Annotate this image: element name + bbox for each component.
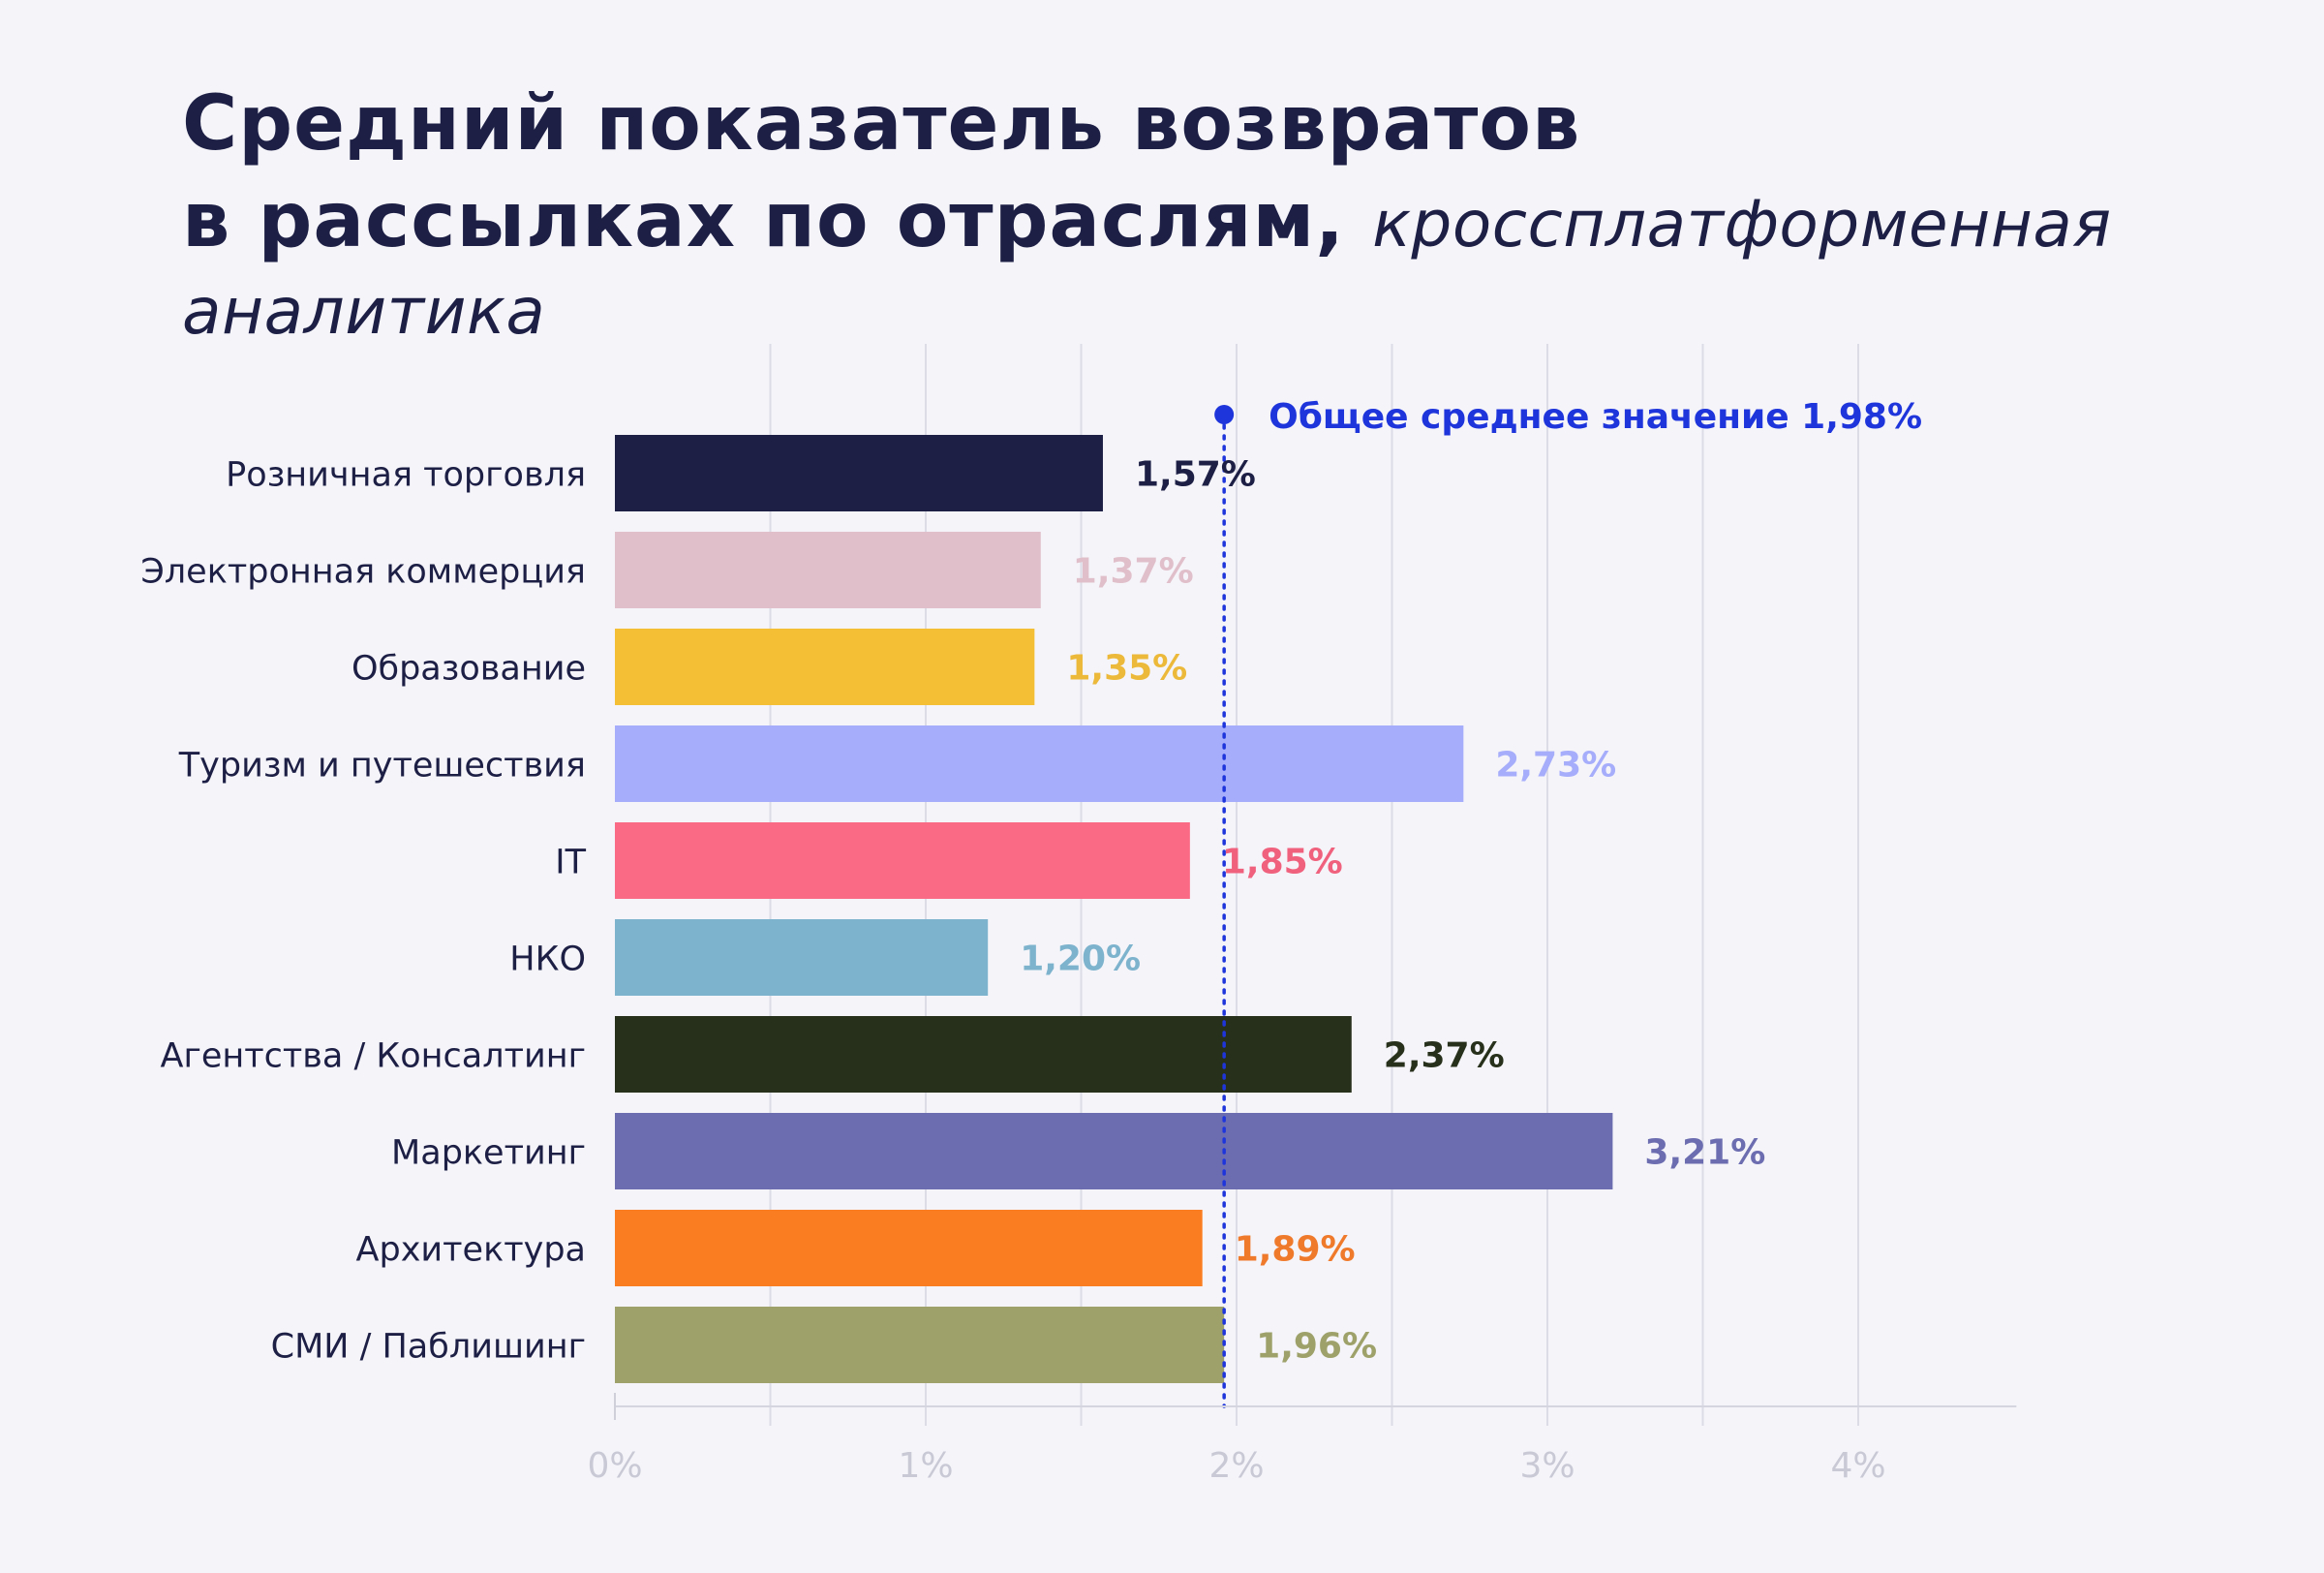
x-tick-label: 2% bbox=[1208, 1446, 1264, 1486]
bar bbox=[615, 725, 1464, 802]
bars bbox=[615, 435, 1613, 1383]
average-label: Общее среднее значение 1,98% bbox=[1269, 397, 1922, 437]
value-label: 1,37% bbox=[1073, 552, 1194, 592]
x-tick-label: 3% bbox=[1519, 1446, 1575, 1486]
value-label: 1,85% bbox=[1222, 843, 1343, 882]
bar bbox=[615, 629, 1035, 705]
category-label: НКО bbox=[509, 941, 586, 979]
x-tick-label: 4% bbox=[1830, 1446, 1885, 1486]
bar bbox=[615, 1307, 1225, 1383]
bar bbox=[615, 919, 989, 996]
chart-title: Средний показатель возвратов в рассылках… bbox=[182, 76, 2216, 351]
category-label: Агентства / Консалтинг bbox=[161, 1037, 587, 1076]
bar bbox=[615, 435, 1103, 511]
title-line-1: Средний показатель возвратов bbox=[182, 80, 1581, 168]
bar bbox=[615, 1210, 1203, 1286]
title-line-3-italic: аналитика bbox=[182, 274, 546, 349]
value-labels: 1,57% 1,37% 1,35% 2,73% 1,85% 1,20% 2,37% 3,21%… bbox=[1020, 455, 1765, 1367]
average-line-group: Общее среднее значение 1,98% bbox=[1214, 397, 1922, 1408]
bar bbox=[615, 1113, 1613, 1189]
average-marker bbox=[1214, 405, 1235, 424]
bar bbox=[615, 1016, 1352, 1093]
value-label: 1,89% bbox=[1235, 1230, 1356, 1270]
value-label: 1,20% bbox=[1020, 940, 1141, 979]
title-line-2: в рассылках по отраслям, кроссплатформен… bbox=[182, 172, 2216, 273]
value-label: 2,37% bbox=[1384, 1036, 1505, 1076]
category-label: Архитектура bbox=[356, 1231, 586, 1270]
value-label: 1,35% bbox=[1066, 649, 1187, 689]
category-label: Электронная коммерция bbox=[140, 553, 586, 592]
value-label: 3,21% bbox=[1644, 1133, 1765, 1173]
category-label: Розничная торговля bbox=[226, 456, 586, 495]
x-axis: 0% 1% 2% 3% 4% bbox=[587, 1393, 2017, 1486]
value-label: 2,73% bbox=[1495, 746, 1616, 786]
category-label: IT bbox=[555, 844, 586, 882]
bar bbox=[615, 532, 1041, 608]
category-label: Туризм и путешествия bbox=[178, 747, 586, 786]
x-tick-label: 1% bbox=[898, 1446, 953, 1486]
value-label: 1,96% bbox=[1256, 1327, 1377, 1367]
x-tick-label: 0% bbox=[587, 1446, 642, 1486]
category-label: Маркетинг bbox=[391, 1134, 586, 1173]
bar bbox=[615, 822, 1190, 899]
title-line-2-italic: кроссплатформенная bbox=[1372, 187, 2112, 262]
value-label: 1,57% bbox=[1135, 455, 1256, 495]
category-label: Образование bbox=[352, 650, 586, 689]
category-label: СМИ / Паблишинг bbox=[271, 1328, 586, 1367]
title-line-2-bold: в рассылках по отраслям, bbox=[182, 177, 1345, 264]
category-labels: Розничная торговля Электронная коммерция О… bbox=[140, 456, 586, 1367]
